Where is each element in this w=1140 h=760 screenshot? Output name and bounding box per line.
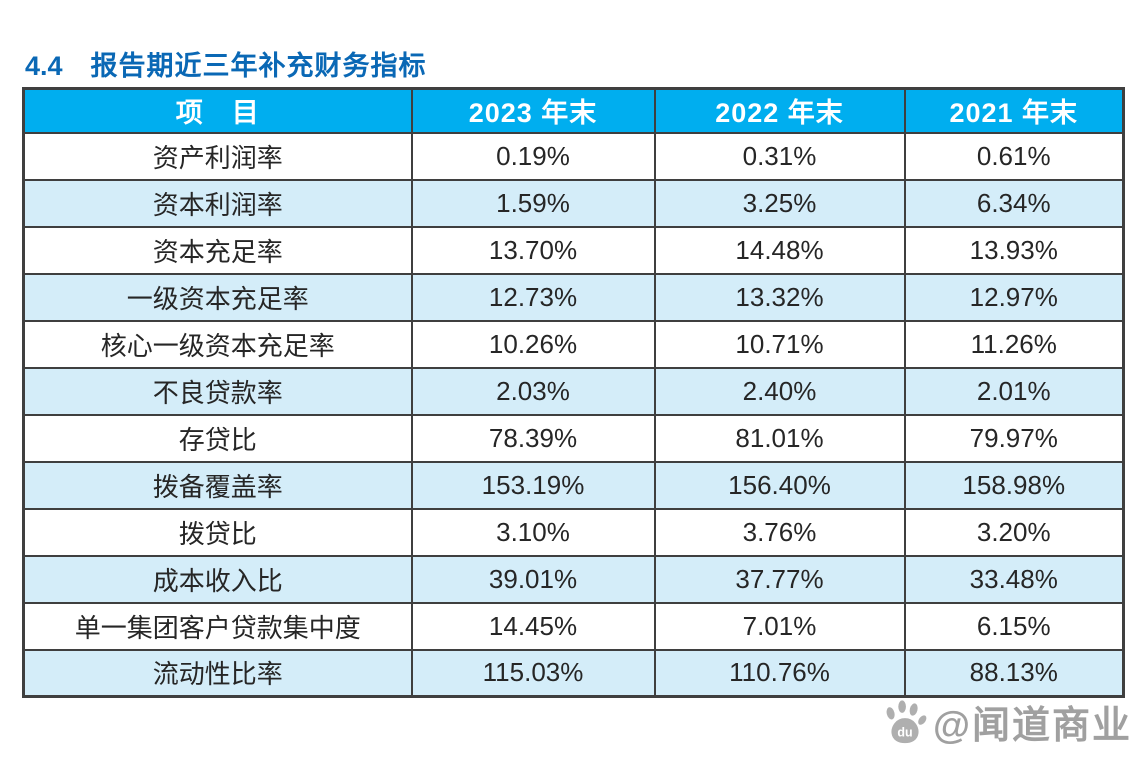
row-value: 10.26% <box>410 319 656 369</box>
col-header-year-3: 2021 年末 <box>903 87 1125 134</box>
section-title: 4.4 报告期近三年补充财务指标 <box>25 44 427 83</box>
row-value: 88.13% <box>903 648 1125 698</box>
row-value: 3.20% <box>903 507 1125 557</box>
row-value: 156.40% <box>653 460 906 510</box>
table-row: 存贷比 78.39% 81.01% 79.97% <box>22 413 1125 463</box>
baidu-paw-icon: du <box>881 697 929 747</box>
row-value: 10.71% <box>653 319 906 369</box>
row-value: 6.34% <box>903 178 1125 228</box>
row-label: 存贷比 <box>22 413 413 463</box>
row-value: 0.31% <box>653 131 906 181</box>
row-value: 2.40% <box>653 366 906 416</box>
row-value: 3.25% <box>653 178 906 228</box>
row-label: 不良贷款率 <box>22 366 413 416</box>
section-number: 4.4 <box>25 51 63 81</box>
row-value: 37.77% <box>653 554 906 604</box>
watermark: du @闻道商业 <box>881 694 1132 749</box>
table-row: 资本充足率 13.70% 14.48% 13.93% <box>22 225 1125 275</box>
watermark-text: @闻道商业 <box>932 705 1132 747</box>
row-value: 1.59% <box>410 178 656 228</box>
row-value: 33.48% <box>903 554 1125 604</box>
row-value: 11.26% <box>903 319 1125 369</box>
row-value: 0.19% <box>410 131 656 181</box>
row-value: 39.01% <box>410 554 656 604</box>
row-value: 3.76% <box>653 507 906 557</box>
row-value: 153.19% <box>410 460 656 510</box>
row-value: 2.01% <box>903 366 1125 416</box>
row-value: 14.48% <box>653 225 906 275</box>
table-row: 流动性比率 115.03% 110.76% 88.13% <box>22 648 1125 698</box>
table-row: 资产利润率 0.19% 0.31% 0.61% <box>22 131 1125 181</box>
table-header-row: 项 目 2023 年末 2022 年末 2021 年末 <box>22 87 1125 134</box>
table-row: 资本利润率 1.59% 3.25% 6.34% <box>22 178 1125 228</box>
row-value: 12.97% <box>903 272 1125 322</box>
table-row: 不良贷款率 2.03% 2.40% 2.01% <box>22 366 1125 416</box>
row-value: 13.32% <box>653 272 906 322</box>
section-title-text: 报告期近三年补充财务指标 <box>90 51 427 81</box>
paw-icon-text: du <box>897 725 912 739</box>
row-value: 7.01% <box>653 601 906 651</box>
row-value: 81.01% <box>653 413 906 463</box>
row-value: 110.76% <box>653 648 906 698</box>
row-label: 资本利润率 <box>22 178 413 228</box>
row-value: 78.39% <box>410 413 656 463</box>
table-row: 一级资本充足率 12.73% 13.32% 12.97% <box>22 272 1125 322</box>
table-row: 单一集团客户贷款集中度 14.45% 7.01% 6.15% <box>22 601 1125 651</box>
row-label: 流动性比率 <box>22 648 413 698</box>
row-label: 一级资本充足率 <box>22 272 413 322</box>
col-header-year-1: 2023 年末 <box>410 87 656 134</box>
row-value: 158.98% <box>903 460 1125 510</box>
row-value: 12.73% <box>410 272 656 322</box>
financial-indicators-table: 项 目 2023 年末 2022 年末 2021 年末 资产利润率 0.19% 0.31%… <box>22 87 1125 698</box>
row-label: 资本充足率 <box>22 225 413 275</box>
row-value: 0.61% <box>903 131 1125 181</box>
table-row: 拨贷比 3.10% 3.76% 3.20% <box>22 507 1125 557</box>
row-value: 79.97% <box>903 413 1125 463</box>
row-label: 资产利润率 <box>22 131 413 181</box>
col-header-item: 项 目 <box>22 87 413 134</box>
row-label: 核心一级资本充足率 <box>22 319 413 369</box>
row-value: 13.93% <box>903 225 1125 275</box>
row-value: 3.10% <box>410 507 656 557</box>
row-value: 6.15% <box>903 601 1125 651</box>
table-row: 核心一级资本充足率 10.26% 10.71% 11.26% <box>22 319 1125 369</box>
row-value: 2.03% <box>410 366 656 416</box>
row-label: 拨贷比 <box>22 507 413 557</box>
row-value: 14.45% <box>410 601 656 651</box>
row-value: 13.70% <box>410 225 656 275</box>
col-header-year-2: 2022 年末 <box>653 87 906 134</box>
row-label: 拨备覆盖率 <box>22 460 413 510</box>
table-row: 拨备覆盖率 153.19% 156.40% 158.98% <box>22 460 1125 510</box>
row-label: 成本收入比 <box>22 554 413 604</box>
table-row: 成本收入比 39.01% 37.77% 33.48% <box>22 554 1125 604</box>
row-label: 单一集团客户贷款集中度 <box>22 601 413 651</box>
row-value: 115.03% <box>410 648 656 698</box>
